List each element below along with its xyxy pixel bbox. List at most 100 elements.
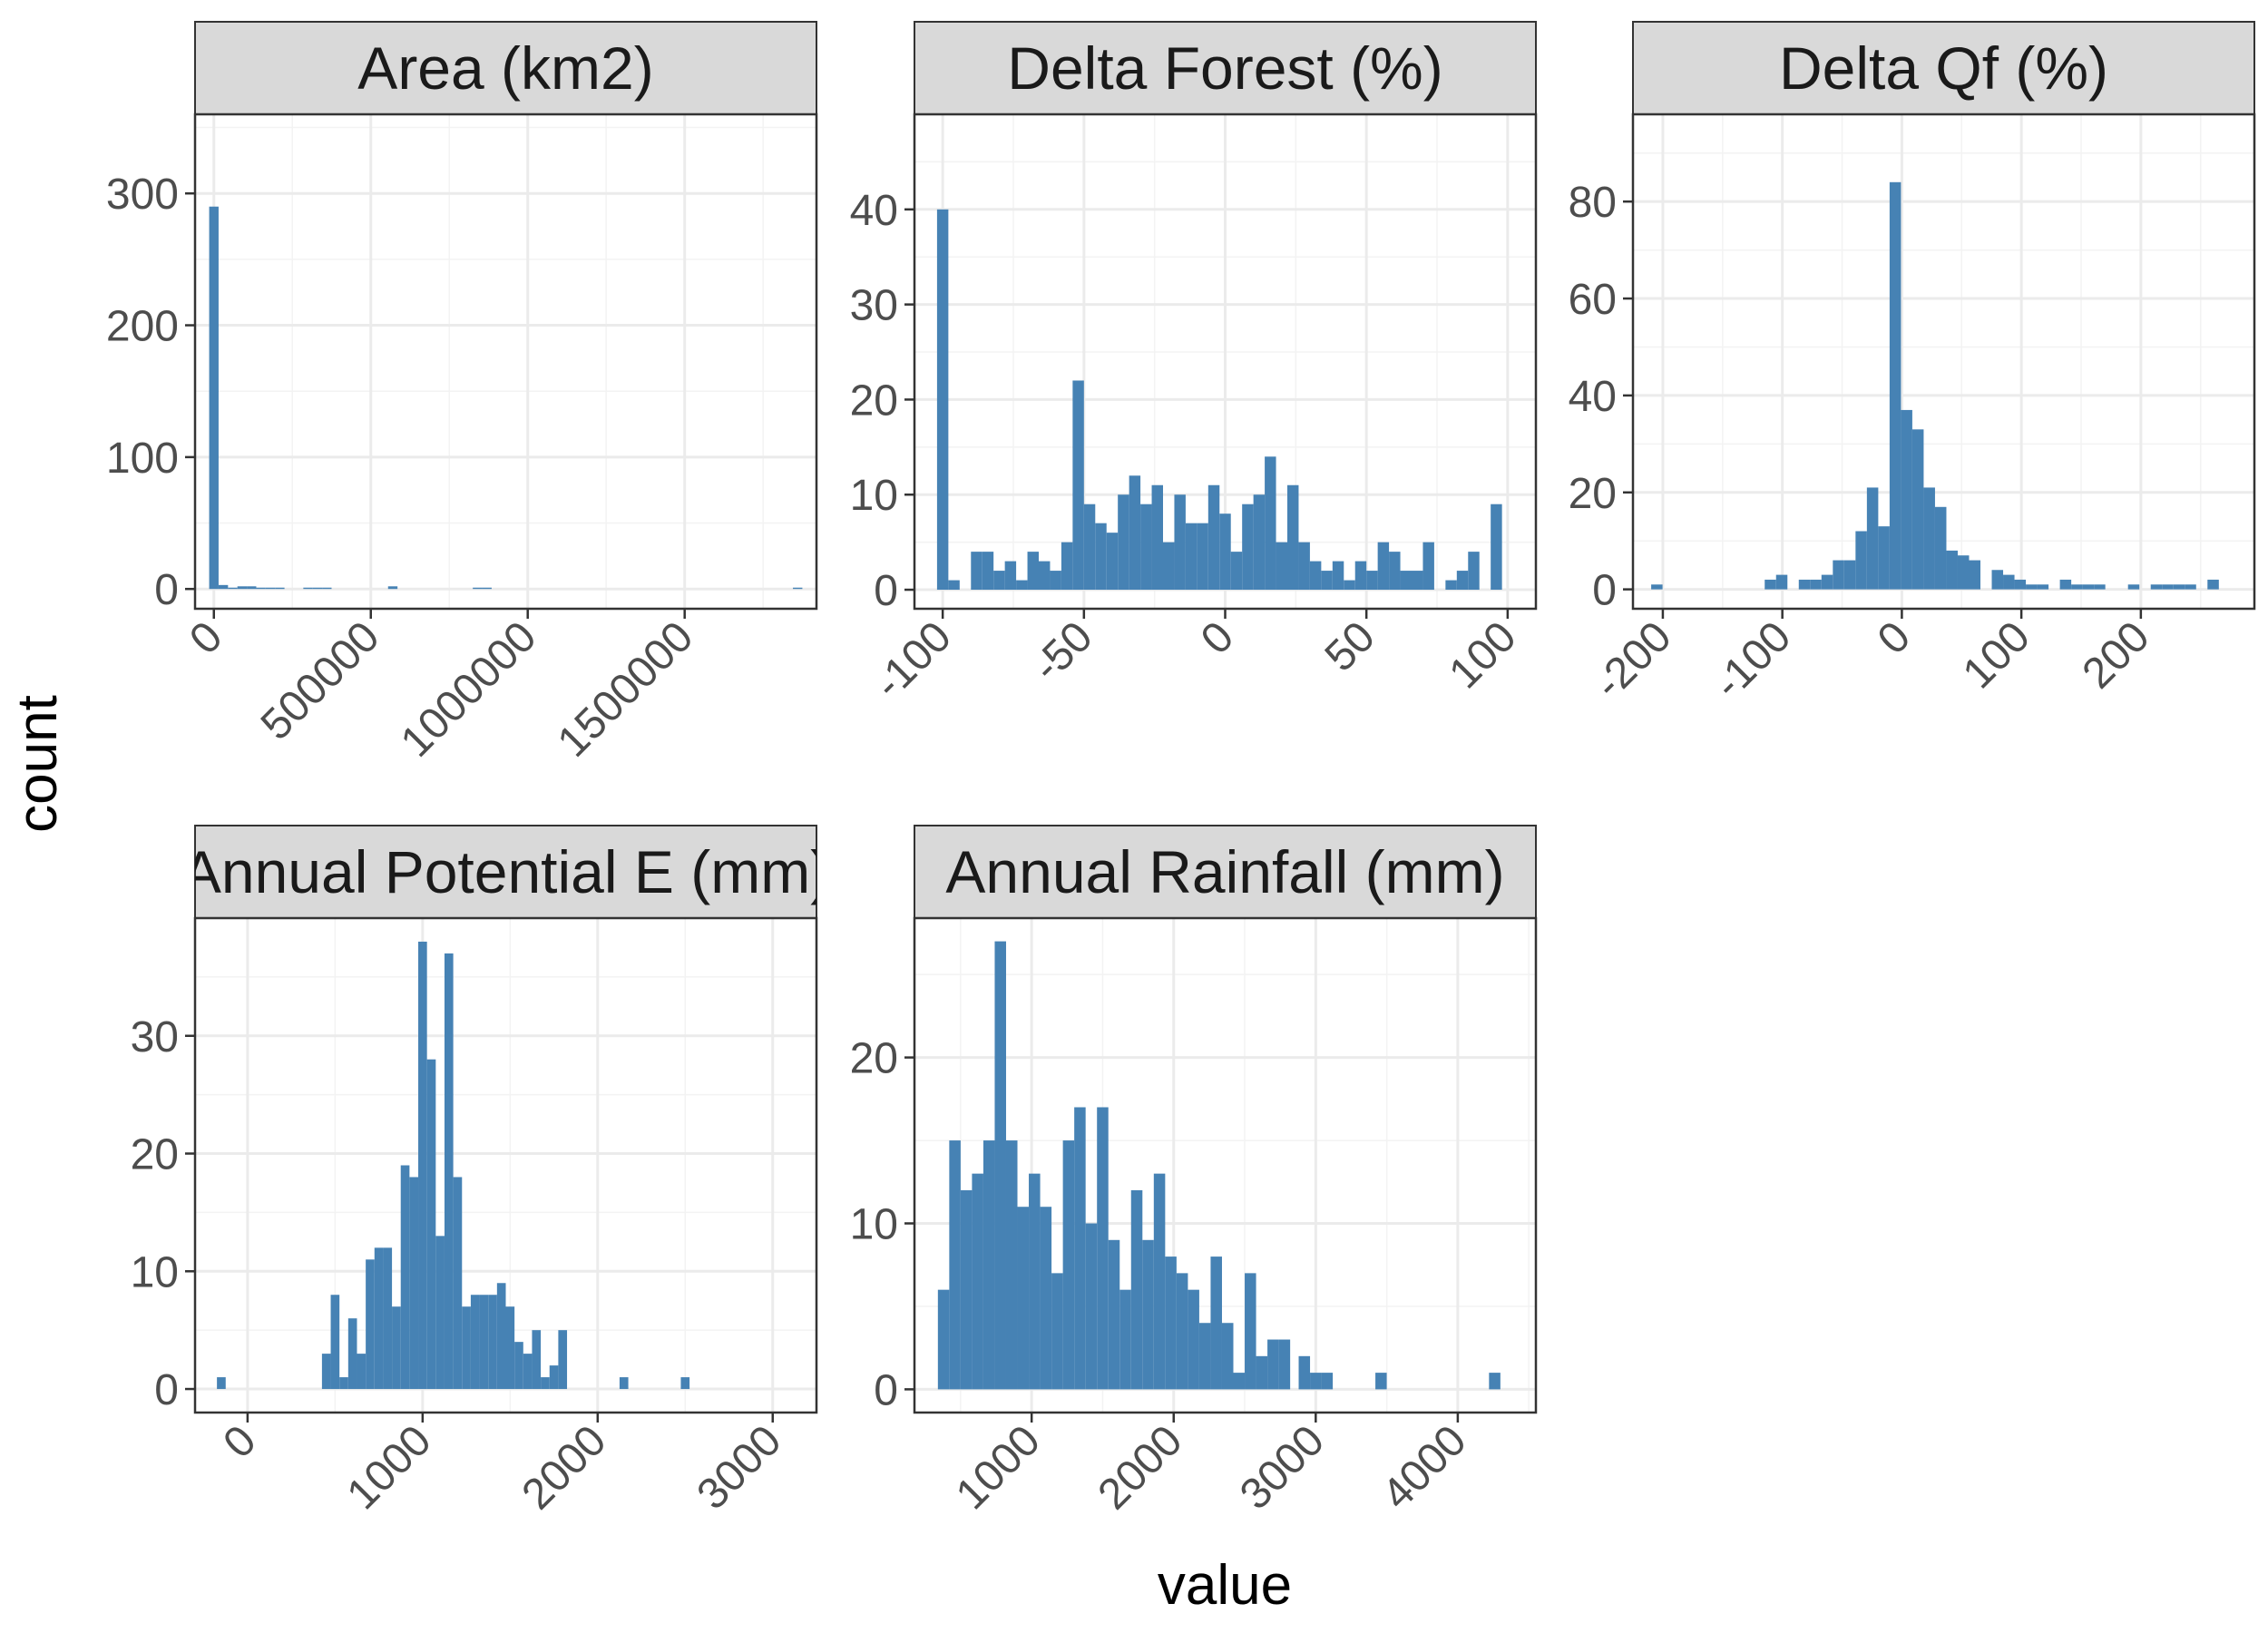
histogram-bar (387, 586, 398, 590)
histogram-bar (1142, 1239, 1154, 1390)
histogram-bar (1866, 487, 1879, 590)
x-tick-label: -100 (865, 612, 961, 708)
histogram-bar (1821, 574, 1833, 590)
histogram-bar (426, 1059, 436, 1390)
histogram-bar (1310, 1373, 1322, 1390)
panel-border (193, 916, 818, 1414)
facet-delta-forest: Delta Forest (%) 0 10 20 30 40 -100 -50 0 50 100 (850, 21, 1538, 709)
panel-border (1631, 112, 2256, 611)
x-axis-title: value (1158, 1554, 1292, 1617)
histogram-bar (218, 584, 229, 590)
histogram-bar (357, 1354, 367, 1390)
y-tick-label: 30 (850, 282, 898, 330)
facet-title: Annual Rainfall (mm) (945, 838, 1504, 905)
histogram-bar (209, 206, 219, 590)
x-tick-label: -100 (1705, 612, 1800, 708)
histogram-bar (1934, 506, 1947, 590)
histogram-bar (1118, 494, 1129, 591)
histogram-bar (1901, 409, 1912, 590)
histogram-bar (1219, 513, 1231, 591)
y-tick-label: 0 (874, 1366, 898, 1414)
histogram-bar (1276, 542, 1287, 591)
y-tick-label: 0 (154, 566, 179, 614)
histogram-bar (1119, 1289, 1131, 1390)
histogram-bar (479, 1295, 489, 1390)
y-tick-label: 300 (106, 171, 179, 219)
histogram-bar (2127, 584, 2140, 590)
histogram-bar (383, 1247, 393, 1390)
histogram-bar (418, 941, 427, 1390)
histogram-bar (312, 587, 323, 590)
histogram-bar (982, 1140, 995, 1390)
y-tick-label: 60 (1569, 276, 1617, 324)
histogram-bar (1188, 1289, 1199, 1390)
x-tick-label: 500000 (252, 612, 389, 749)
histogram-bar (1097, 1107, 1109, 1390)
histogram-bar (1207, 484, 1220, 591)
histogram-bar (1400, 571, 1412, 591)
y-tick-label: 0 (1592, 567, 1617, 615)
histogram-bar (949, 1140, 961, 1390)
histogram-bar (793, 587, 803, 590)
histogram-bar (1129, 475, 1141, 591)
y-tick-label: 40 (850, 187, 898, 235)
histogram-bar (1004, 561, 1017, 591)
histogram-bar (2037, 584, 2049, 590)
histogram-bar (1174, 494, 1186, 591)
histogram-bar (2162, 584, 2174, 590)
histogram-bar (2207, 579, 2219, 590)
histogram-bar (1923, 487, 1935, 590)
histogram-bar (532, 1330, 542, 1390)
histogram-bar (1375, 1373, 1387, 1390)
histogram-bar (523, 1354, 533, 1390)
histogram-bar (1050, 571, 1061, 591)
histogram-bar (488, 1295, 497, 1390)
histogram-bar (444, 953, 454, 1390)
histogram-bar (409, 1177, 419, 1390)
histogram-bar (2026, 584, 2038, 590)
histogram-bar (1072, 380, 1084, 591)
y-tick-label: 20 (1569, 470, 1617, 518)
histogram-bar (971, 552, 982, 591)
y-tick-label: 80 (1569, 179, 1617, 227)
histogram-bar (462, 1306, 471, 1390)
x-tick-label: 50 (1316, 612, 1384, 680)
x-tick-label: 1000 (338, 1416, 441, 1519)
histogram-bar (2059, 579, 2072, 590)
facet-annual-potential-e-mm: Annual Potential E (mm) 0 10 20 30 0 1000 2000 3… (131, 825, 818, 1519)
facet-strip (194, 825, 817, 919)
x-tick-label: 100 (1441, 612, 1526, 698)
histogram-bar (1027, 552, 1039, 591)
histogram-bar (1957, 555, 1970, 590)
histogram-bar (1468, 552, 1480, 591)
histogram-bar (1422, 542, 1434, 591)
histogram-bar (1108, 1239, 1120, 1390)
x-tick-label: 4000 (1374, 1416, 1476, 1519)
x-tick-label: 1500000 (549, 612, 703, 767)
histogram-bar (1140, 504, 1152, 591)
y-axis-title: count (6, 695, 69, 833)
x-tick-label: 1000 (947, 1416, 1050, 1519)
histogram-bar (2150, 584, 2163, 590)
histogram-bar (1095, 523, 1107, 591)
histogram-bar (1321, 571, 1333, 591)
facet-delta-qf: Delta Qf (%) 0 20 40 60 80 -200 -100 0 100 200 (1569, 21, 2256, 709)
histogram-bar (1040, 1207, 1052, 1390)
x-tick-label: 0 (214, 1416, 265, 1467)
histogram-bar (1278, 1339, 1291, 1390)
histogram-bar (1198, 1323, 1211, 1390)
histogram-bar (453, 1177, 463, 1390)
x-tick-label: -50 (1023, 612, 1102, 691)
histogram-bar (1265, 456, 1276, 591)
histogram-bar (1765, 579, 1776, 590)
histogram-bar (2003, 574, 2015, 590)
panel-border (913, 916, 1538, 1414)
histogram-bar (1889, 181, 1901, 590)
histogram-bar (217, 1377, 226, 1390)
y-tick-label: 10 (850, 1201, 898, 1249)
x-tick-label: 200 (2074, 612, 2159, 698)
histogram-bar (1005, 1140, 1018, 1390)
histogram-bar (1061, 542, 1073, 591)
y-tick-label: 0 (154, 1366, 179, 1414)
histogram-bar (937, 1289, 950, 1390)
